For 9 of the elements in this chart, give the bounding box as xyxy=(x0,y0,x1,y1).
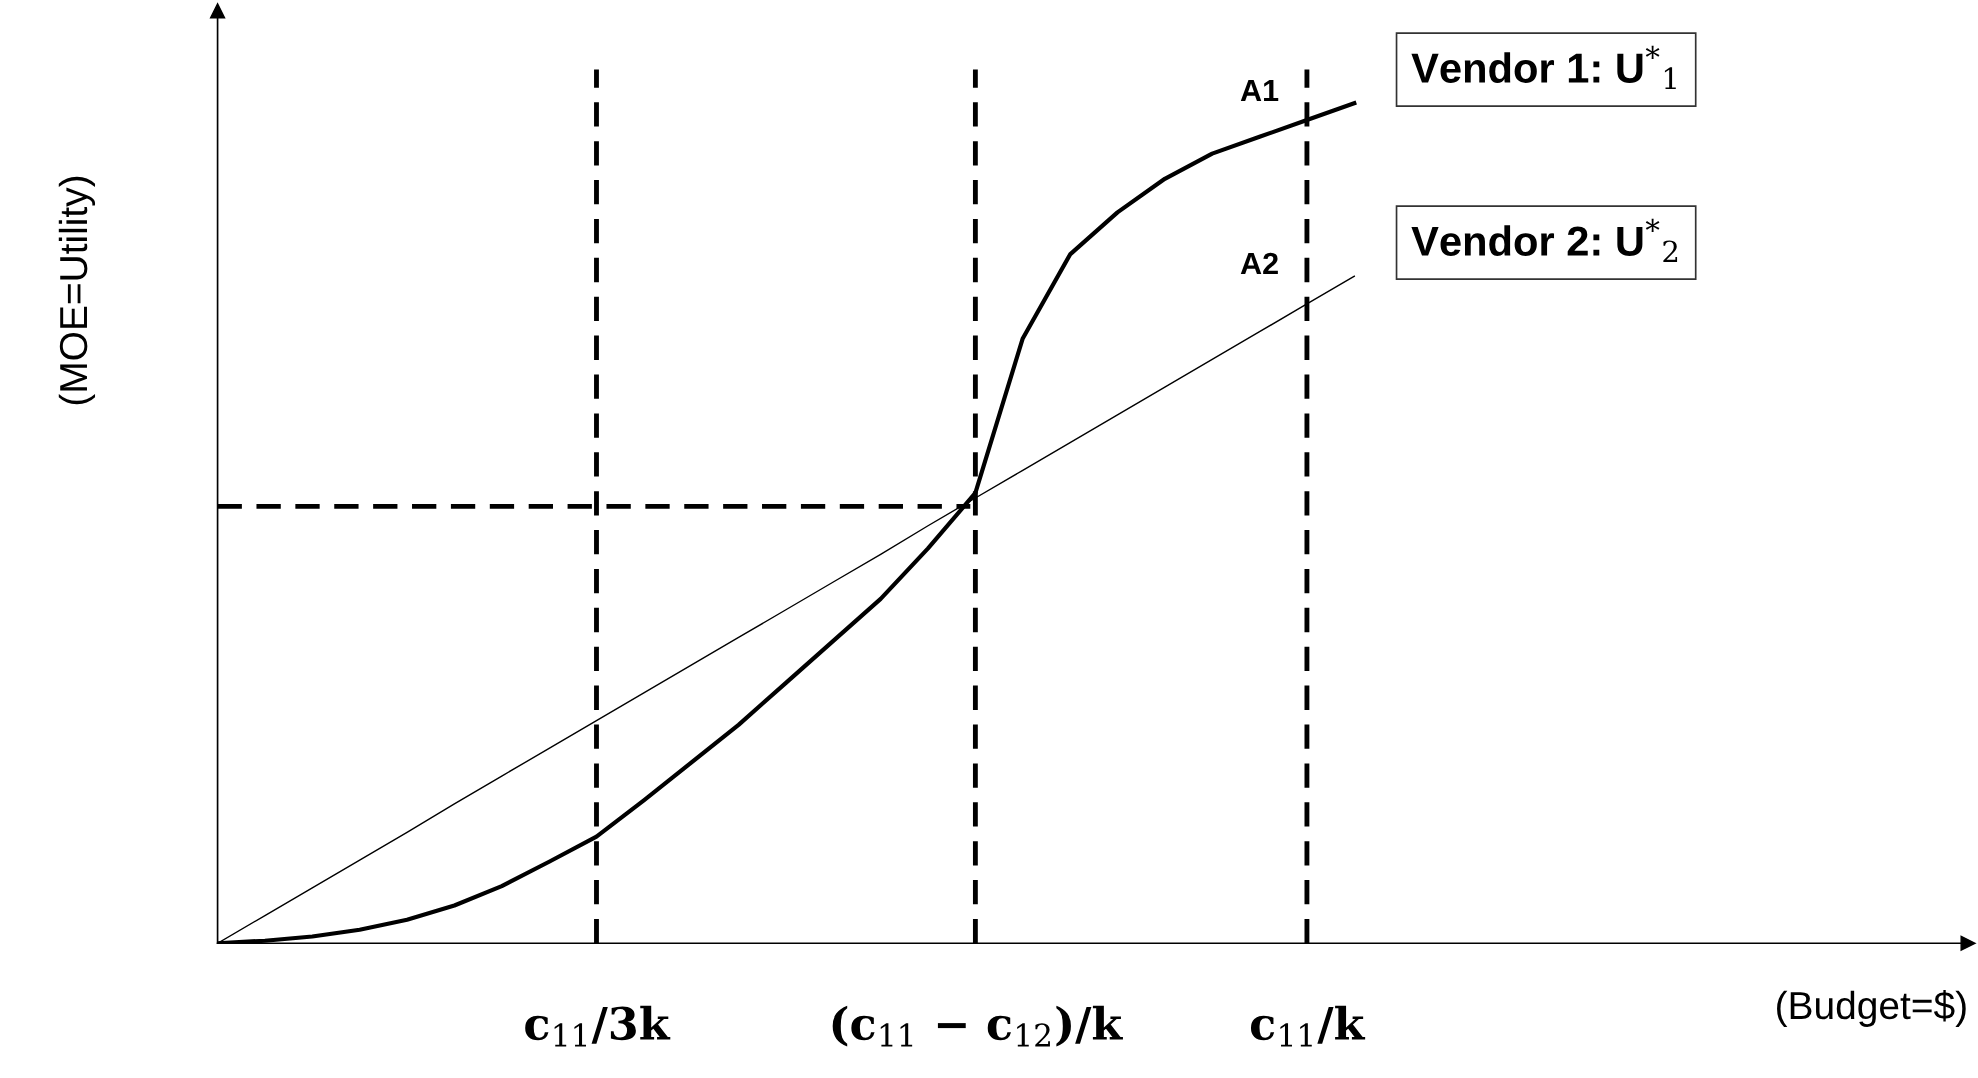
annotation: A2 xyxy=(1240,252,1278,275)
x-tick-label: c$_{11}$/3k xyxy=(525,1005,671,1047)
series-label: Vendor 2: U$^{*}$$_{2}$ xyxy=(1411,218,1678,263)
x-tick-label: c$_{11}$/k xyxy=(1250,1005,1366,1047)
series-label: Vendor 1: U$^{*}$$_{1}$ xyxy=(1411,45,1676,90)
y-axis-title: (MOE=Utility) xyxy=(58,176,96,405)
text: A1 xyxy=(1240,80,1279,102)
text: (Budget=$) xyxy=(1777,990,1966,1027)
x-tick-label: (c$_{11}$ − c$_{12}$)/k xyxy=(832,1005,1123,1047)
